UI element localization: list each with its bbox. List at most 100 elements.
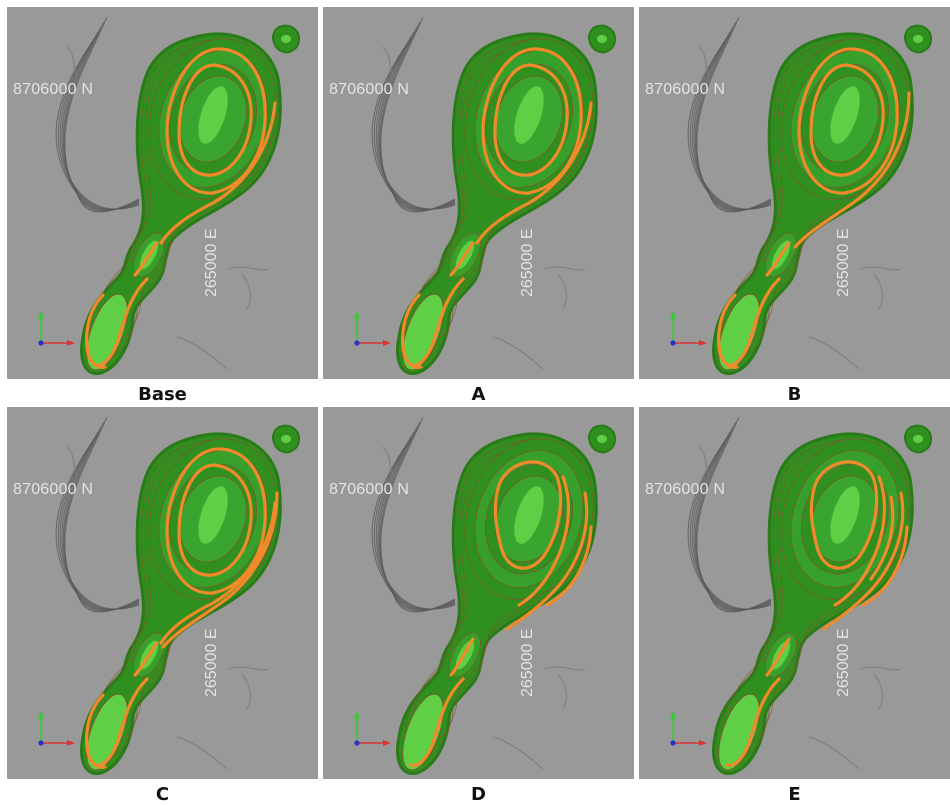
drainage-line [808,736,860,770]
northing-label: 8706000 N [13,481,94,498]
axis-triad [670,711,707,746]
main-lobe-benches [148,438,278,600]
phase-line [177,463,253,577]
northing-label: 8706000 N [13,81,94,98]
x-axis-arrowhead [699,340,707,346]
phase-line [493,63,569,177]
phase-line [481,47,583,195]
y-axis-arrowhead [354,311,360,319]
phase-line [861,525,909,607]
northing-label: 8706000 N [329,481,410,498]
phase-line [517,475,571,607]
phase-lines [401,47,593,369]
pit-diagram-base [7,7,318,379]
phase-line [809,63,885,177]
x-axis-arrowhead [383,740,391,746]
y-axis-arrowhead [38,711,44,719]
pit-floor [830,486,860,544]
axis-triad [354,311,391,346]
drainage-line [860,666,902,671]
axis-origin [38,340,44,346]
phase-line [159,501,277,645]
drainage-lines [382,446,586,770]
drainage-line [176,336,228,370]
drainage-line [382,46,396,78]
drainage-line [874,274,883,310]
phase-line [833,475,887,607]
pit-floor [514,486,544,544]
drainage-line [242,674,251,710]
northing-label: 8706000 N [329,81,410,98]
x-axis-arrowhead [67,340,75,346]
phase-line [821,491,905,631]
south-lobe-floor [718,293,760,371]
x-axis-arrowhead [67,740,75,746]
ridge-line [687,446,772,613]
phase-line [85,693,107,769]
caption-base: Base [138,384,187,405]
drainage-line [698,46,712,78]
pit-diagram-c [7,407,318,779]
small-pit-floor [913,435,923,443]
small-pit-floor [597,435,607,443]
phase-line [725,277,781,367]
drainage-lines [698,446,902,770]
phase-line [133,241,159,277]
ridge-line [371,446,456,613]
panel-c: 8706000 N 265000 E [7,407,318,779]
small-pit-floor [281,35,291,43]
drainage-line [228,266,270,271]
phase-lines [409,460,593,767]
northing-label: 8706000 N [645,81,726,98]
ridge-line [687,46,772,213]
y-axis-arrowhead [670,711,676,719]
axis-triad [670,311,707,346]
drainage-line [492,736,544,770]
ridge-line [371,46,456,213]
drainage-line [808,336,860,370]
panel-a: 8706000 N 265000 E [323,7,634,379]
ridge-line [55,446,140,613]
x-axis-arrowhead [383,340,391,346]
y-axis-arrowhead [670,311,676,319]
phase-line [725,677,781,767]
phase-lines [725,460,909,767]
phase-line [717,293,739,369]
panel-e: 8706000 N 265000 E [639,407,950,779]
drainage-lines [66,446,270,770]
drainage-line [242,274,251,310]
phase-line [797,47,899,195]
axis-triad [354,711,391,746]
phase-line [401,293,423,369]
phase-line [93,677,149,767]
pit-floor [514,86,544,144]
phase-line [161,491,279,649]
drainage-line [874,674,883,710]
drainage-lines [382,46,586,370]
axis-triad [38,711,75,746]
phase-line [159,101,277,245]
phase-line [765,637,791,677]
phase-line [93,277,149,367]
phase-line [409,277,465,367]
caption-a: A [471,384,486,405]
phase-line [869,495,895,581]
pit-floor [198,86,228,144]
drainage-line [558,274,567,310]
drainage-line [698,446,712,478]
panel-b: 8706000 N 265000 E [639,7,950,379]
phase-line [409,677,465,767]
main-lobe-benches [464,38,594,200]
axis-origin [670,740,676,746]
south-lobe-floor [402,693,444,771]
drainage-line [492,336,544,370]
caption-b: B [787,384,802,405]
drainage-line [382,446,396,478]
axis-origin [354,740,360,746]
phase-line [765,241,791,277]
drainage-line [544,266,586,271]
axis-triad [38,311,75,346]
pit-floor [830,86,860,144]
south-lobe-floor [718,693,760,771]
phase-lines [717,47,911,369]
